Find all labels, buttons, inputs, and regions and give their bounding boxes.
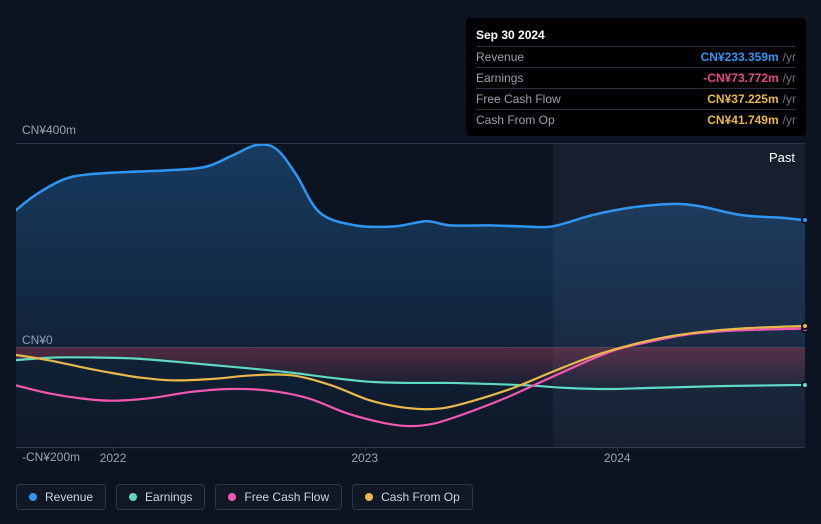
tooltip-row-label: Earnings — [476, 71, 703, 85]
tooltip-row: Free Cash FlowCN¥37.225m/yr — [476, 89, 796, 110]
series-fill — [16, 145, 805, 449]
legend-item[interactable]: Earnings — [116, 484, 205, 510]
tooltip-row: RevenueCN¥233.359m/yr — [476, 47, 796, 68]
tooltip-row-unit: /yr — [783, 71, 796, 85]
legend-item[interactable]: Revenue — [16, 484, 106, 510]
y-axis-min-label: -CN¥200m — [22, 450, 80, 464]
legend-dot-icon — [228, 493, 236, 501]
tooltip-row-unit: /yr — [783, 92, 796, 106]
tooltip-row-value: -CN¥73.772m — [703, 71, 778, 85]
legend-item[interactable]: Free Cash Flow — [215, 484, 342, 510]
tooltip-row-label: Free Cash Flow — [476, 92, 707, 106]
tooltip-row: Earnings-CN¥73.772m/yr — [476, 68, 796, 89]
series-end-dot — [801, 381, 809, 389]
series-end-dot — [801, 322, 809, 330]
y-axis-max-label: CN¥400m — [22, 123, 76, 137]
legend-item-label: Free Cash Flow — [244, 490, 329, 504]
legend-item[interactable]: Cash From Op — [352, 484, 473, 510]
legend-dot-icon — [129, 493, 137, 501]
legend-item-label: Cash From Op — [381, 490, 460, 504]
legend-dot-icon — [29, 493, 37, 501]
series-end-dot — [801, 216, 809, 224]
legend-dot-icon — [365, 493, 373, 501]
chart-plot-area[interactable]: CN¥0 Past 202220232024 — [16, 143, 805, 448]
tooltip-row-label: Revenue — [476, 50, 701, 64]
financials-chart: CN¥400m CN¥0 Past 202220232024 -CN¥200m — [16, 125, 805, 478]
chart-svg — [16, 144, 805, 449]
legend-item-label: Earnings — [145, 490, 192, 504]
x-tick-label: 2023 — [351, 451, 378, 465]
tooltip-date: Sep 30 2024 — [476, 24, 796, 47]
x-tick-label: 2024 — [604, 451, 631, 465]
tooltip-row-value: CN¥233.359m — [701, 50, 779, 64]
data-tooltip: Sep 30 2024 RevenueCN¥233.359m/yrEarning… — [466, 18, 806, 136]
x-tick-label: 2022 — [100, 451, 127, 465]
tooltip-row-unit: /yr — [783, 50, 796, 64]
legend-item-label: Revenue — [45, 490, 93, 504]
tooltip-row-value: CN¥37.225m — [707, 92, 778, 106]
legend: Revenue Earnings Free Cash Flow Cash From O… — [16, 484, 473, 510]
